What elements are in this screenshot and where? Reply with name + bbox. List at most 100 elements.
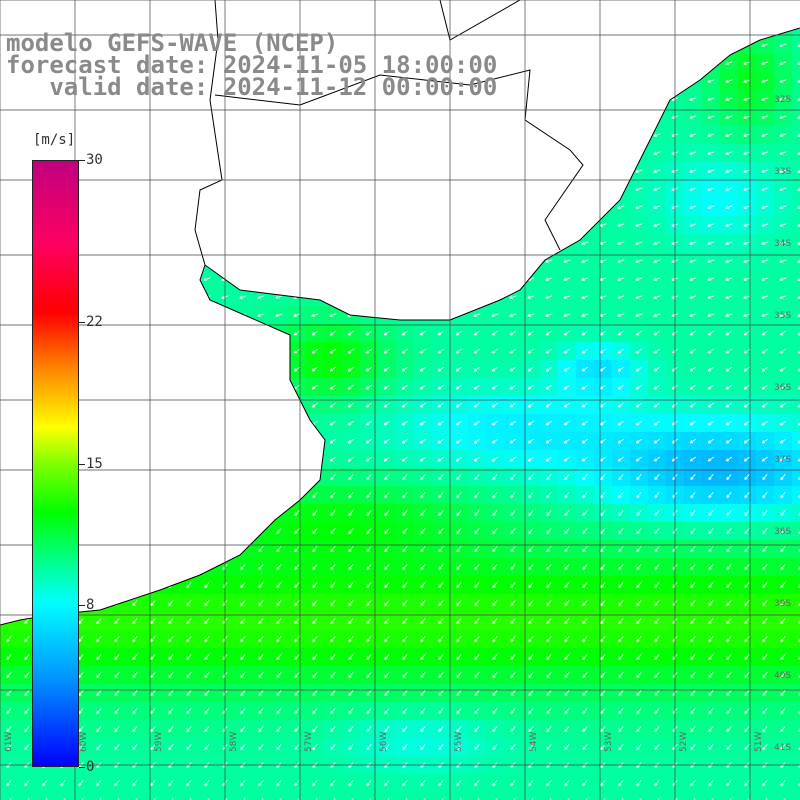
wind-speed-cell: [792, 450, 800, 469]
wind-vector: [653, 366, 661, 372]
wind-vector: [329, 438, 337, 444]
wind-vector: [653, 384, 661, 390]
wind-vector: [365, 366, 373, 372]
wind-vector: [563, 384, 571, 390]
wind-vector: [275, 313, 283, 318]
wind-vector: [761, 259, 769, 264]
wind-speed-cell: [108, 792, 127, 800]
wind-vector: [761, 223, 769, 228]
wind-vector: [545, 330, 553, 336]
wind-speed-cell: [792, 396, 800, 415]
wind-vector: [383, 384, 391, 390]
wind-vector: [329, 420, 337, 426]
wind-vector: [563, 420, 571, 426]
wind-vector: [455, 384, 463, 390]
wind-vector: [329, 402, 337, 408]
wind-vector: [707, 420, 715, 426]
wind-speed-cell: [792, 486, 800, 505]
wind-vector: [743, 205, 751, 210]
wind-vector: [455, 330, 463, 336]
wind-vector: [725, 187, 733, 192]
wind-vector: [689, 384, 697, 390]
colorbar-label: 15: [86, 455, 103, 472]
wind-speed-cell: [792, 360, 800, 379]
wind-vector: [761, 366, 769, 372]
wind-vector: [581, 402, 589, 408]
wind-vector: [347, 402, 355, 408]
wind-vector: [329, 330, 337, 336]
wind-vector: [563, 277, 571, 282]
wind-vector: [419, 348, 427, 354]
lon-tick-label: 58W: [229, 731, 239, 752]
wind-speed-cell: [540, 792, 559, 800]
wind-vector: [707, 133, 715, 138]
wind-vector: [491, 384, 499, 390]
wind-vector: [743, 438, 751, 444]
wind-vector: [779, 61, 787, 66]
wind-vector: [617, 402, 625, 408]
wind-vector: [365, 330, 373, 336]
wind-speed-cell: [702, 792, 721, 800]
wind-vector: [329, 384, 337, 390]
wind-vector: [761, 187, 769, 192]
wind-vector: [239, 295, 247, 300]
wind-speed-cell: [792, 378, 800, 397]
wind-vector: [743, 366, 751, 372]
wind-vector: [401, 348, 409, 354]
wind-vector: [617, 277, 625, 282]
wind-vector: [617, 366, 625, 372]
wind-vector: [797, 97, 800, 101]
wind-speed-cell: [144, 792, 163, 800]
wind-vector: [635, 384, 643, 390]
wind-speed-cell: [234, 792, 253, 800]
wind-vector: [365, 420, 373, 426]
wind-vector: [725, 313, 733, 318]
wind-vector: [725, 133, 733, 138]
wind-vector: [779, 151, 787, 156]
wind-vector: [617, 330, 625, 336]
wind-speed-cell: [792, 774, 800, 793]
wind-vector: [725, 79, 733, 84]
wind-vector: [527, 313, 535, 318]
lat-tick-label: 38S: [774, 527, 792, 537]
wind-vector: [635, 241, 643, 246]
wind-vector: [689, 366, 697, 372]
wind-vector: [401, 438, 409, 444]
lon-tick-label: 56W: [379, 731, 389, 752]
wind-vector: [797, 43, 800, 47]
wind-speed-cell: [792, 198, 800, 217]
wind-vector: [455, 438, 463, 444]
wind-vector: [725, 366, 733, 372]
wind-vector: [653, 295, 661, 300]
wind-vector: [761, 384, 769, 390]
colorbar-label: 22: [86, 313, 103, 330]
wind-speed-cell: [648, 792, 667, 800]
colorbar-label: 30: [86, 152, 103, 168]
wind-vector: [383, 420, 391, 426]
wind-vector: [761, 79, 769, 84]
wind-speed-cell: [792, 270, 800, 289]
wind-vector: [563, 259, 571, 264]
wind-vector: [707, 330, 715, 336]
wind-vector: [617, 313, 625, 318]
wind-vector: [761, 97, 769, 102]
wind-vector: [581, 420, 589, 426]
wind-vector: [725, 241, 733, 246]
wind-vector: [311, 330, 319, 336]
wind-vector: [545, 420, 553, 426]
wind-vector: [743, 133, 751, 138]
wind-vector: [581, 384, 589, 390]
wind-vector: [617, 205, 625, 210]
wind-vector: [581, 259, 589, 264]
wind-vector: [761, 169, 769, 174]
wind-vector: [797, 295, 800, 299]
wind-vector: [725, 384, 733, 390]
wind-vector: [527, 420, 535, 426]
wind-vector: [581, 348, 589, 354]
wind-vector: [491, 330, 499, 336]
wind-speed-cell: [792, 738, 800, 757]
wind-speed-cell: [180, 792, 199, 800]
wind-vector: [653, 133, 661, 138]
wind-vector: [707, 115, 715, 120]
wind-vector: [689, 133, 697, 138]
